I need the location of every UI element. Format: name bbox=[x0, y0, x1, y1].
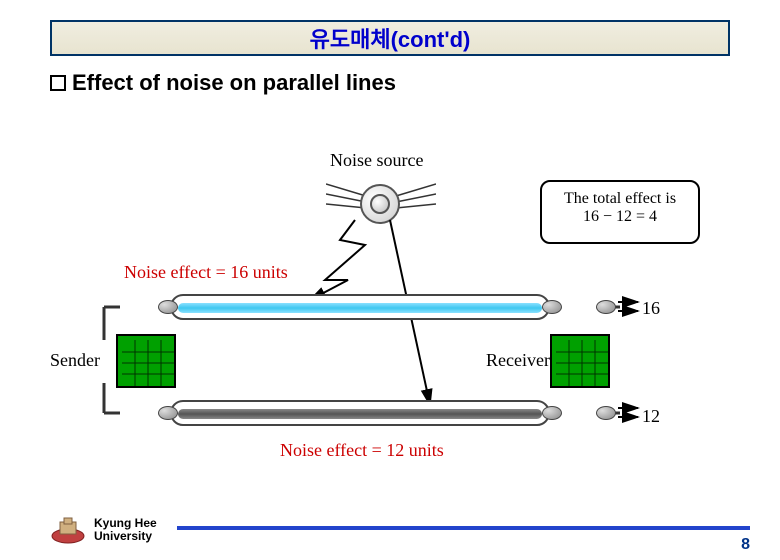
wire-cap-icon bbox=[158, 406, 178, 420]
value-top: 16 bbox=[642, 298, 660, 319]
page-number: 8 bbox=[741, 536, 750, 554]
subtitle-text: Effect of noise on parallel lines bbox=[72, 70, 396, 96]
info-box: The total effect is 16 − 12 = 4 bbox=[540, 180, 700, 244]
wire-cap-icon bbox=[596, 300, 616, 314]
noise-effect-bottom-label: Noise effect = 12 units bbox=[280, 440, 444, 461]
noise-effect-top-label: Noise effect = 16 units bbox=[124, 262, 288, 283]
noise-source-label: Noise source bbox=[330, 150, 423, 171]
receiver-box-icon bbox=[550, 334, 610, 388]
bullet-icon bbox=[50, 75, 66, 91]
title-korean: 유도매체 bbox=[310, 27, 391, 52]
noise-coil-inner-icon bbox=[370, 194, 390, 214]
title-bar: 유도매체(cont'd) bbox=[50, 20, 730, 56]
wire-cap-icon bbox=[542, 406, 562, 420]
subtitle-row: Effect of noise on parallel lines bbox=[50, 70, 780, 96]
wire-cap-icon bbox=[596, 406, 616, 420]
wire-bottom bbox=[170, 400, 550, 426]
wire-cap-icon bbox=[542, 300, 562, 314]
wire-top-fill bbox=[178, 303, 542, 313]
title-text: 유도매체(cont'd) bbox=[310, 22, 471, 54]
info-line2: 16 − 12 = 4 bbox=[542, 208, 698, 226]
university-name: Kyung Hee University bbox=[94, 517, 157, 543]
sender-label: Sender bbox=[50, 350, 100, 371]
wire-top bbox=[170, 294, 550, 320]
value-bottom: 12 bbox=[642, 406, 660, 427]
footer-divider bbox=[177, 526, 750, 530]
noise-source-icon bbox=[326, 174, 436, 239]
wire-cap-icon bbox=[158, 300, 178, 314]
title-english: (cont'd) bbox=[391, 27, 471, 52]
noise-diagram: Noise source The total effect is 16 − 12… bbox=[90, 150, 690, 470]
receiver-label: Receiver bbox=[486, 350, 550, 371]
sender-box-icon bbox=[116, 334, 176, 388]
info-line1: The total effect is bbox=[542, 190, 698, 208]
university-line2: University bbox=[94, 530, 157, 543]
wire-bottom-fill bbox=[178, 409, 542, 419]
